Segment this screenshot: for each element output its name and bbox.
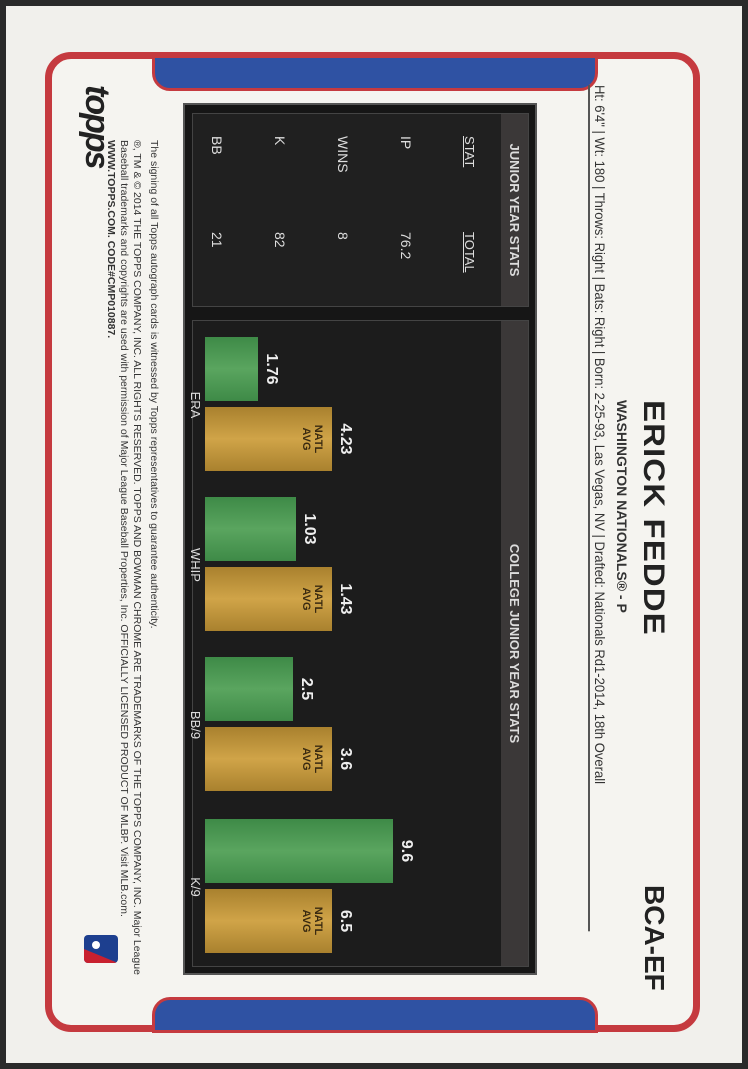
natl-avg-label: NATL AVG xyxy=(300,424,324,454)
stat-value: 82 xyxy=(272,232,289,248)
stat-name: BB xyxy=(209,136,226,155)
legal-text: The signing of all Topps autograph cards… xyxy=(100,140,160,1000)
natl-avg-label: NATL AVG xyxy=(300,584,324,614)
mlb-logo-icon xyxy=(84,935,118,963)
player-bar xyxy=(205,819,393,883)
player-bar xyxy=(205,657,294,721)
category-label: ERA xyxy=(188,391,203,419)
player-name: ERICK FEDDE xyxy=(637,400,670,636)
player-bio: Ht: 6'4" | Wt: 180 | Throws: Right | Bat… xyxy=(588,85,608,932)
natl-value-label: 6.5 xyxy=(337,909,354,933)
natl-avg-label: NATL AVG xyxy=(300,744,324,774)
blue-tab-right xyxy=(152,997,598,1033)
legal-copy: ®, TM & © 2014 THE TOPPS COMPANY, INC. A… xyxy=(118,140,143,975)
stat-value: 8 xyxy=(335,232,352,240)
player-value-label: 2.5 xyxy=(298,677,316,701)
category-label: WHIP xyxy=(188,548,203,582)
table-row: K 82 xyxy=(249,114,312,306)
category-label: K/9 xyxy=(188,877,203,897)
player-bar xyxy=(205,497,297,561)
stat-value: 21 xyxy=(209,232,226,248)
college-stats-chart: COLLEGE JUNIOR YEAR STATS 1.76 4.23 NATL A… xyxy=(188,320,529,967)
card-code: BCA-EF xyxy=(639,885,670,991)
col-stat: STAT xyxy=(462,136,477,168)
natl-value-label: 4.23 xyxy=(337,423,354,455)
table-header-row: STAT TOTAL xyxy=(438,114,501,306)
table-title: JUNIOR YEAR STATS xyxy=(501,114,528,306)
stat-name: WINS xyxy=(335,136,352,173)
blue-tab-left xyxy=(152,55,598,91)
player-value-label: 1.76 xyxy=(262,353,280,385)
player-bar xyxy=(205,337,258,401)
team-position: WASHINGTON NATIONALS® - P xyxy=(614,400,630,613)
junior-stats-table: JUNIOR YEAR STATS STAT TOTAL IP 76.2 WINS… xyxy=(192,113,529,307)
stats-panel: JUNIOR YEAR STATS STAT TOTAL IP 76.2 WINS… xyxy=(183,103,537,975)
table-row: WINS 8 xyxy=(312,114,375,306)
natl-value-label: 3.6 xyxy=(337,747,354,771)
table-row: IP 76.2 xyxy=(375,114,438,306)
natl-value-label: 1.43 xyxy=(337,583,354,615)
stat-value: 76.2 xyxy=(398,232,415,260)
category-label: BB/9 xyxy=(188,710,203,740)
stat-name: K xyxy=(272,136,289,146)
authenticity-text: The signing of all Topps autograph cards… xyxy=(148,140,160,629)
natl-avg-label: NATL AVG xyxy=(300,906,324,936)
player-value-label: 1.03 xyxy=(301,513,319,545)
chart-title: COLLEGE JUNIOR YEAR STATS xyxy=(501,321,528,966)
player-value-label: 9.6 xyxy=(397,839,415,863)
website-text: WWW.TOPPS.COM. CODE#CMP010887. xyxy=(105,140,117,339)
col-total: TOTAL xyxy=(462,232,477,273)
stat-name: IP xyxy=(398,136,415,150)
table-row: BB 21 xyxy=(186,114,249,306)
